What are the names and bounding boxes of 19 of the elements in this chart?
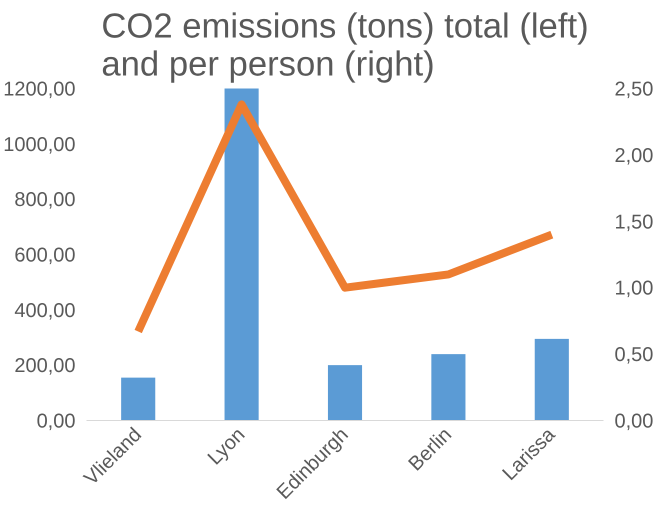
bar [431,354,466,420]
y2-tick-label: 2,50 [614,78,654,100]
y2-tick-label: 0,00 [614,410,654,432]
y-tick-label: 1000,00 [3,134,76,156]
y-tick-label: 600,00 [14,244,76,266]
y2-tick-label: 2,00 [614,144,654,167]
y-tick-label: 200,00 [14,355,76,378]
y2-tick-label: 0,50 [614,344,654,366]
bar [534,338,569,420]
y-tick-label: 1200,00 [3,78,76,100]
y-tick-label: 400,00 [14,300,76,322]
y-tick-label: 0,00 [36,410,76,432]
chart-title: CO2 emissions (tons) total (left) and per person (right) [101,8,589,84]
y2-tick-label: 1,00 [614,278,654,300]
bar [224,88,259,420]
bar [328,365,362,420]
y-tick-label: 800,00 [14,189,76,212]
bar [121,378,156,420]
y2-tick-label: 1,50 [614,211,654,234]
